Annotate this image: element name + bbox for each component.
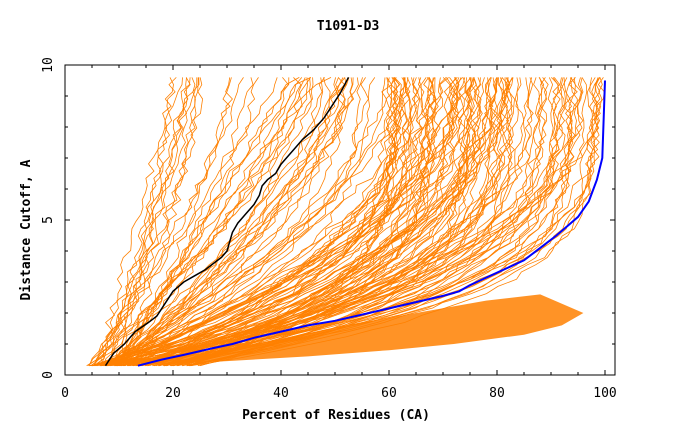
model-curve	[101, 77, 331, 367]
model-curve	[93, 77, 177, 366]
model-curve	[87, 77, 233, 367]
model-curve	[127, 77, 376, 367]
model-curve	[145, 77, 392, 367]
model-curve	[109, 77, 420, 367]
model-curve	[106, 77, 481, 367]
model-curve	[129, 77, 451, 367]
black-series-line	[104, 77, 350, 367]
model-curve	[99, 77, 457, 367]
model-curve	[152, 77, 554, 367]
model-curve	[100, 77, 191, 366]
model-curve	[136, 77, 549, 367]
model-curve	[103, 77, 191, 366]
blue-series-line	[137, 80, 606, 367]
model-curve	[93, 77, 204, 367]
model-curve	[113, 77, 311, 367]
model-curve	[120, 77, 199, 366]
model-curve	[115, 77, 405, 367]
x-tick-label: 100	[593, 386, 616, 401]
model-curve	[116, 77, 196, 366]
model-curve	[176, 77, 522, 367]
model-curve	[147, 77, 418, 367]
axis-ticks: 0 20 40 60 80 100 0 5 10	[41, 57, 617, 401]
model-curve	[101, 77, 346, 367]
model-curve	[116, 77, 232, 367]
model-curve	[186, 77, 475, 367]
model-curve	[119, 77, 300, 366]
y-axis-label: Distance Cutoff, A	[19, 159, 34, 300]
model-curve	[123, 77, 344, 367]
model-curve	[102, 77, 200, 366]
model-curve	[114, 77, 174, 366]
model-curve	[190, 77, 601, 367]
model-curve	[159, 77, 533, 367]
model-curve	[88, 77, 244, 366]
highlight-curves	[104, 77, 606, 367]
model-curve	[110, 77, 188, 366]
model-curve	[110, 77, 510, 367]
model-curve	[199, 77, 560, 367]
model-curve	[99, 77, 337, 367]
model-curve	[125, 77, 311, 366]
model-curve	[100, 77, 198, 366]
y-tick-label: 5	[41, 216, 56, 224]
model-curve	[124, 77, 350, 366]
model-curve	[104, 77, 492, 367]
model-curve	[117, 77, 355, 366]
model-curve	[166, 77, 498, 367]
model-curve	[163, 77, 432, 367]
model-curve	[117, 77, 491, 367]
model-curves	[86, 77, 605, 367]
model-curve	[158, 77, 525, 367]
model-curve	[100, 77, 399, 367]
model-curve	[88, 77, 308, 366]
x-axis-label: Percent of Residues (CA)	[242, 408, 430, 423]
model-curve	[139, 77, 512, 367]
model-curve	[137, 77, 504, 367]
x-tick-label: 80	[489, 386, 505, 401]
model-curve	[110, 77, 359, 366]
model-curve	[113, 77, 259, 366]
model-curve	[128, 77, 442, 367]
model-curve	[107, 77, 459, 367]
x-tick-label: 20	[165, 386, 181, 401]
chart-title: T1091-D3	[317, 19, 380, 34]
y-tick-label: 0	[41, 371, 56, 379]
x-tick-label: 60	[381, 386, 397, 401]
model-curve	[101, 77, 410, 367]
x-tick-label: 0	[61, 386, 69, 401]
model-curve	[120, 77, 332, 366]
x-tick-label: 40	[273, 386, 289, 401]
model-curve	[139, 77, 393, 367]
model-curve	[189, 77, 402, 367]
model-curve	[186, 77, 578, 367]
model-density-band	[135, 294, 584, 366]
model-curve	[93, 77, 278, 366]
model-curve	[173, 77, 546, 367]
model-curve	[173, 77, 427, 367]
model-curve	[164, 77, 482, 367]
model-curve	[133, 77, 433, 367]
model-curve	[163, 77, 463, 367]
model-curve	[111, 77, 347, 366]
model-curve	[107, 77, 485, 367]
y-tick-label: 10	[41, 57, 56, 73]
model-curve	[108, 77, 303, 366]
model-curve	[187, 77, 578, 367]
model-curve	[94, 77, 183, 367]
model-curve	[166, 77, 408, 367]
model-curve	[106, 77, 407, 367]
model-curve	[95, 77, 477, 367]
model-curve	[169, 77, 584, 367]
